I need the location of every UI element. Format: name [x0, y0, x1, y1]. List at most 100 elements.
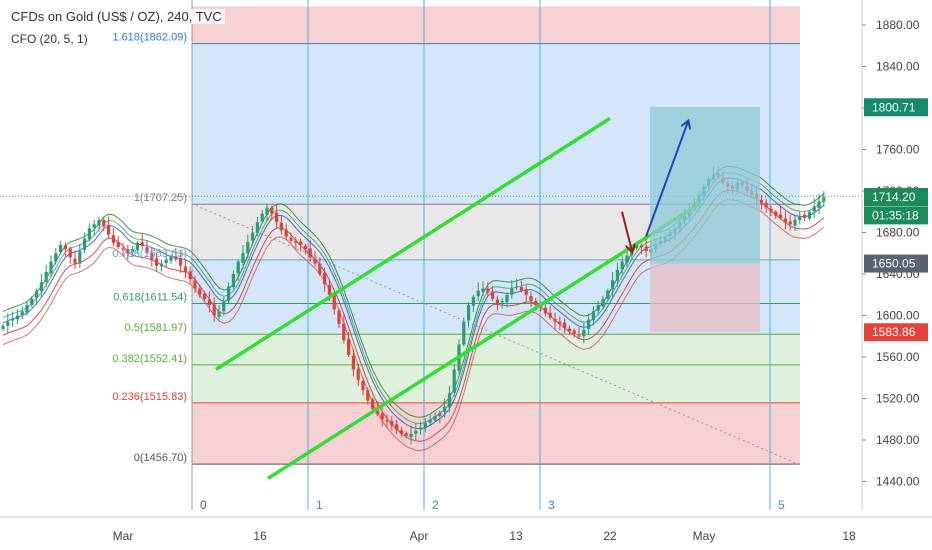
candle-body [59, 244, 63, 253]
price-tag [864, 254, 928, 273]
candle-body [299, 241, 303, 245]
candle-body [188, 271, 192, 280]
price-tick-label: 1760.00 [876, 143, 920, 157]
fib-level-label: 0.236(1515.83) [112, 391, 187, 403]
fib-zone [192, 364, 800, 403]
candle-body [505, 294, 509, 303]
candle-body [577, 335, 581, 337]
candle-body [351, 355, 355, 370]
candle-body [78, 251, 82, 264]
channel-upper-line [215, 116, 611, 371]
candle-body [428, 419, 432, 423]
candle-body [558, 321, 562, 324]
candle-body [361, 381, 365, 391]
candle-body [347, 339, 351, 355]
candle-body [246, 241, 250, 254]
price-tick-label: 1840.00 [876, 60, 920, 74]
indicator-label[interactable]: CFO (20, 5, 1) [8, 32, 91, 46]
wave-label: 1 [316, 498, 323, 512]
candle-body [265, 207, 269, 216]
time-tick-label: Mar [113, 529, 134, 543]
candle-body [289, 237, 293, 241]
candle-body [337, 310, 341, 324]
candle-body [236, 261, 240, 274]
fib-zone [192, 402, 800, 465]
candle-body [20, 311, 24, 315]
fib-level-label: 0.5(1581.97) [125, 322, 187, 334]
candle-body [241, 253, 245, 263]
candle-body [467, 305, 471, 321]
candle-body [35, 290, 39, 298]
candle-body [121, 248, 125, 250]
candle-body [611, 280, 615, 290]
candle-body [39, 282, 43, 292]
candle-body [270, 207, 274, 214]
fib-level-label: 0.618(1611.54) [113, 292, 187, 304]
candle-body [371, 399, 375, 409]
candle-body [783, 218, 787, 223]
price-tag-label: 1650.05 [872, 257, 916, 271]
fib-level-label: 1(1707.25) [134, 192, 187, 204]
candle-body [759, 199, 763, 204]
price-tag [864, 323, 928, 342]
fib-zone [192, 334, 800, 365]
candle-body [87, 228, 91, 240]
fib-level-label: 1.618(1862.09) [112, 32, 187, 44]
price-tag [864, 206, 928, 225]
candle-body [73, 258, 77, 264]
candle-body [111, 235, 115, 243]
candle-body [279, 222, 283, 231]
candle-body [140, 242, 144, 246]
candle-body [471, 296, 475, 306]
candle-body [798, 215, 802, 221]
candle-body [260, 213, 264, 222]
candle-body [25, 305, 29, 313]
price-tick-label: 1680.00 [876, 226, 920, 240]
candle-body [135, 242, 139, 250]
candle-body [779, 214, 783, 218]
candle-body [6, 321, 10, 326]
candle-body [462, 321, 466, 345]
time-tick-label: 18 [842, 529, 856, 543]
candle-body [419, 427, 423, 430]
time-tick-label: 16 [253, 529, 267, 543]
candle-body [822, 197, 826, 202]
candle-body [582, 330, 586, 337]
candle-body [596, 305, 600, 311]
candle-body [303, 245, 307, 250]
time-axis[interactable]: Mar 16 Apr 13 22 May 18 [0, 516, 932, 550]
candle-body [404, 433, 408, 436]
price-tag-label: 1583.86 [872, 325, 916, 339]
price-tick-label: 1600.00 [876, 309, 920, 323]
candle-body [817, 201, 821, 208]
candle-body [308, 248, 312, 258]
candle-body [572, 330, 576, 335]
candle-body [443, 406, 447, 412]
price-axis[interactable]: 1880.001840.001800.001760.001720.001680.… [861, 0, 932, 510]
candle-body [102, 220, 106, 227]
candle-body [414, 430, 418, 434]
candle-body [342, 323, 346, 341]
price-tick-label: 1480.00 [876, 433, 920, 447]
candle-body [164, 259, 168, 264]
price-tag [864, 98, 928, 117]
candle-body [764, 202, 768, 208]
candle-body [548, 312, 552, 318]
candle-body [54, 253, 58, 262]
candle-body [332, 294, 336, 310]
candle-body [807, 211, 811, 219]
symbol-title[interactable]: CFDs on Gold (US$ / OZ), 240, TVC [8, 9, 225, 24]
candle-body [587, 319, 591, 329]
candle-body [63, 245, 67, 250]
candle-body [284, 229, 288, 237]
fib-level-label: 0.786(1653.63) [112, 248, 187, 260]
candle-body [145, 247, 149, 254]
candle-body [251, 232, 255, 241]
candle-body [447, 393, 451, 408]
candle-body [227, 286, 231, 301]
candle-body [107, 225, 111, 235]
candle-body [500, 300, 504, 303]
candle-body [126, 249, 130, 254]
candle-body [788, 221, 792, 225]
